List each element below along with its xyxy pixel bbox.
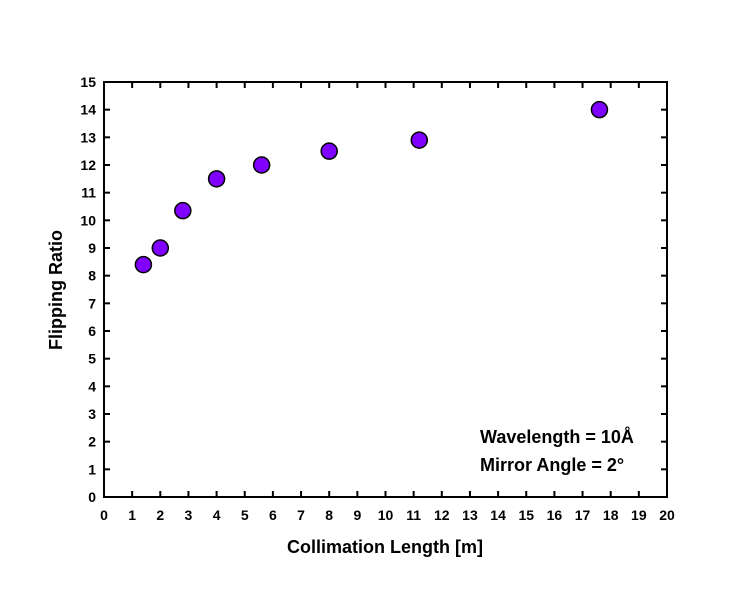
x-tick-label: 0 (100, 507, 108, 523)
x-tick-label: 18 (603, 507, 619, 523)
x-tick-label: 10 (378, 507, 394, 523)
x-tick-label: 13 (462, 507, 478, 523)
y-tick-label: 9 (88, 240, 96, 256)
x-tick-label: 11 (406, 507, 421, 523)
point (590, 100, 609, 119)
x-axis-label: Collimation Length [m] (287, 537, 483, 557)
y-tick-label: 6 (88, 323, 96, 339)
y-tick-label: 14 (80, 102, 96, 118)
annotation: Mirror Angle = 2° (480, 455, 624, 475)
x-tick-label: 3 (185, 507, 193, 523)
x-tick-label: 14 (490, 507, 506, 523)
y-tick-label: 10 (80, 212, 96, 228)
x-tick-label: 16 (547, 507, 563, 523)
point (151, 239, 170, 257)
x-tick-label: 6 (269, 507, 277, 523)
point (320, 142, 338, 160)
y-tick-label: 11 (81, 185, 96, 201)
point (174, 201, 192, 220)
x-tick-label: 12 (434, 507, 450, 523)
x-tick-label: 9 (353, 507, 361, 523)
y-tick-label: 8 (88, 268, 96, 284)
y-tick-label: 13 (80, 129, 96, 145)
y-tick-label: 4 (88, 378, 96, 394)
x-tick-label: 1 (128, 507, 136, 523)
x-tick-label: 7 (297, 507, 305, 523)
point (207, 170, 226, 188)
x-tick-label: 4 (213, 507, 221, 523)
y-tick-label: 2 (88, 434, 96, 450)
x-tick-label: 2 (156, 507, 164, 523)
x-tick-label: 17 (575, 507, 591, 523)
x-tick-label: 15 (518, 507, 534, 523)
y-tick-label: 0 (88, 489, 96, 505)
y-tick-label: 1 (88, 461, 96, 477)
x-tick-label: 8 (325, 507, 333, 523)
y-tick-label: 15 (80, 74, 96, 90)
x-tick-label: 5 (241, 507, 249, 523)
point (134, 255, 153, 274)
point (252, 156, 271, 174)
y-tick-label: 5 (88, 351, 96, 367)
y-tick-label: 12 (80, 157, 96, 173)
point (410, 131, 429, 149)
x-tick-label: 20 (659, 507, 675, 523)
x-tick-label: 19 (631, 507, 647, 523)
annotation: Wavelength = 10Å (480, 427, 634, 447)
y-tick-label: 3 (88, 406, 96, 422)
y-tick-label: 7 (88, 295, 96, 311)
y-axis-label: Flipping Ratio (46, 230, 66, 350)
